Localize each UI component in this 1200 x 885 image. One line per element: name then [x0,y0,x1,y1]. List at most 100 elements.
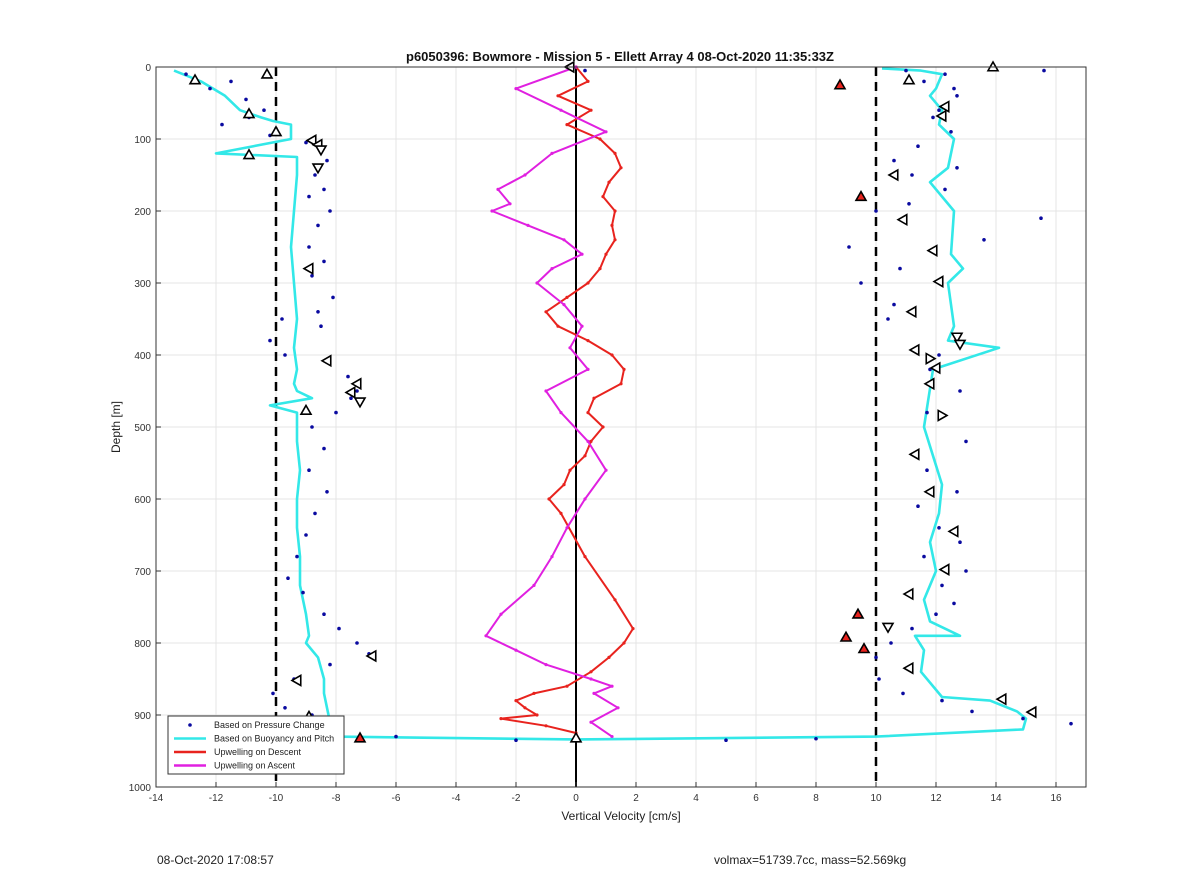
pressure-change-point [295,554,299,559]
pressure-change-point [940,583,944,588]
y-tick-label: 500 [134,423,151,434]
legend: Based on Pressure Change Based on Buoyanc… [167,715,345,775]
series-point [601,195,605,199]
y-tick-label: 400 [134,351,151,362]
triangle-marker [932,275,944,288]
triangle-marker [305,134,317,147]
pressure-change-point [874,655,878,660]
series-point [601,425,605,429]
pressure-change-point [307,194,311,199]
series-point [484,634,488,638]
pressure-change-point [814,736,818,741]
triangle-marker [908,343,920,357]
pressure-change-point [268,338,272,343]
triangle-marker [938,100,950,113]
tick-labels: -14 -12 -10 -8 -6 -4 -2 0 2 4 6 8 10 12 14 16 0 100 200 300… [129,63,1062,804]
pressure-change-point [943,72,947,76]
series-point [604,468,608,472]
pressure-change-point [394,734,398,739]
pressure-change-point [847,245,851,249]
series-point [550,267,554,271]
pressure-change-point [925,468,929,473]
legend-swatch [188,723,192,727]
triangle-marker [908,447,920,461]
series-point [544,663,548,667]
pressure-change-point [208,86,212,91]
series-point [514,648,518,652]
series-point [586,367,590,371]
pressure-change-point [958,540,962,544]
series-point [604,130,608,134]
series-point [598,137,602,141]
series-point [613,598,617,602]
x-tick-label: 4 [693,793,699,804]
pressure-change-point [328,209,332,213]
pressure-change-point [304,533,308,537]
triangle-marker [242,107,256,119]
triangle-marker [995,692,1007,706]
series-point [589,108,593,112]
pressure-change-point [931,115,935,120]
series-point [589,439,593,443]
series-point [559,108,563,112]
series-point [586,339,590,343]
y-tick-label: 800 [134,639,151,650]
pressure-change-point [355,641,359,645]
pressure-change-point [337,626,341,631]
x-tick-label: -6 [392,793,401,804]
series-point [589,720,593,724]
pressure-change-point [304,140,308,145]
series-point [610,735,614,739]
series-point [592,691,596,696]
series-point [610,223,614,227]
pressure-change-point [916,144,920,148]
pressure-change-point [949,130,953,134]
series-point [586,79,590,83]
pressure-change-point [970,709,974,714]
triangle-marker [839,630,853,642]
series-point [550,151,554,155]
y-tick-label: 600 [134,495,151,506]
series-line [500,66,634,734]
x-tick-label: -12 [209,793,224,804]
series-point [556,324,560,328]
pressure-change-point [955,166,959,170]
series-point [607,180,611,184]
pressure-change-point [331,295,335,300]
y-axis-label: Depth [m] [109,401,123,453]
pressure-change-point [955,94,959,98]
pressure-change-point [313,511,317,516]
series-point [619,382,623,386]
triangle-marker [857,642,871,654]
series-point [562,238,566,242]
x-tick-label: 10 [870,793,882,804]
triangle-marker [260,67,274,79]
pressure-change-point [349,396,353,401]
x-axis-label: Vertical Velocity [cm/s] [561,809,680,823]
series-point [586,411,590,415]
triangle-marker [925,352,937,365]
triangle-marker [947,525,959,538]
pressure-change-point [874,209,878,213]
pressure-change-point [286,576,290,580]
x-tick-label: 6 [753,793,759,804]
series-group [173,65,1073,742]
triangle-marker [887,168,899,182]
triangle-marker [902,587,914,601]
triangle-marker [320,354,332,368]
pressure-change-point [283,353,287,357]
pressure-change-point [319,324,323,329]
triangle-marker [935,109,947,123]
pressure-change-point [325,490,329,494]
x-tick-label: -2 [512,793,521,804]
pressure-change-point [220,122,224,127]
pressure-change-point [322,446,326,451]
triangle-marker [905,305,917,319]
pressure-change-point [346,374,350,379]
series-point [562,483,566,487]
upwelling-descent-series [499,65,635,735]
pressure-change-point [937,353,941,357]
triangle-marker [950,332,964,344]
pressure-change-point [229,79,233,84]
